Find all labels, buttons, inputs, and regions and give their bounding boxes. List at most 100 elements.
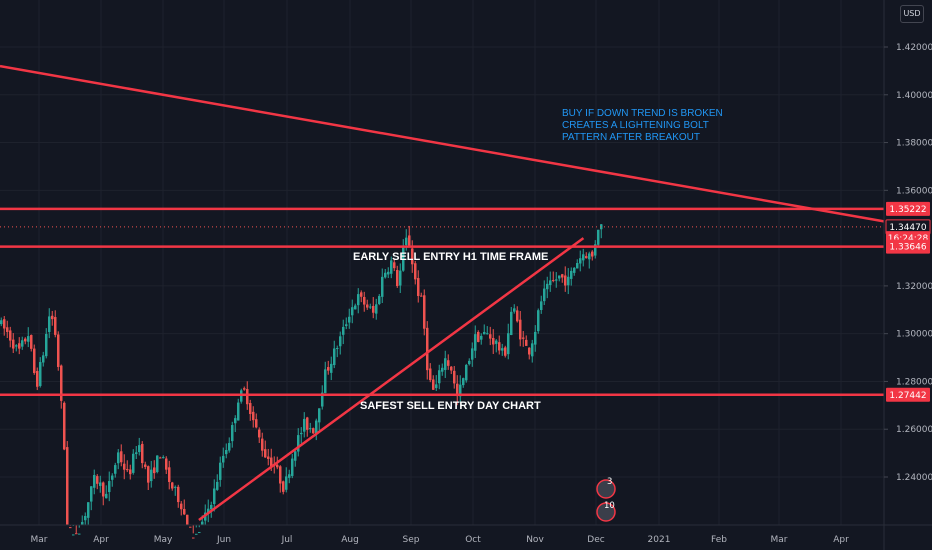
candle-body	[186, 514, 189, 525]
candle-body	[252, 411, 255, 421]
candle-body	[228, 443, 231, 451]
candle-body	[468, 360, 471, 365]
candle-body	[396, 269, 399, 287]
candle-body	[525, 339, 528, 346]
candle-body	[399, 270, 402, 286]
candle-body	[102, 482, 105, 497]
candle-body	[519, 319, 522, 340]
candle-body	[123, 463, 126, 470]
candle-body	[363, 296, 366, 305]
candle-body	[33, 348, 36, 373]
candle-body	[597, 229, 600, 245]
candle-body	[234, 418, 237, 424]
candle-body	[333, 348, 336, 366]
candle-body	[306, 417, 309, 430]
price-tick-label: 1.30000	[896, 330, 932, 340]
candle-body	[534, 331, 537, 345]
candle-body	[177, 486, 180, 503]
candle-body	[48, 316, 51, 333]
candle-body	[567, 276, 570, 286]
candle-body	[141, 443, 144, 464]
candle-body	[45, 333, 48, 357]
candle-body	[111, 475, 114, 480]
candle-body	[549, 280, 552, 286]
candle-body	[84, 515, 87, 521]
time-tick-label: Jul	[281, 535, 293, 545]
candle-body	[162, 457, 165, 459]
price-label-box	[886, 387, 930, 402]
candle-body	[357, 294, 360, 306]
time-axis[interactable]: Mar Apr May Jun Jul Aug Sep Oct Nov Dec 2021 Feb Mar…	[0, 524, 932, 545]
candle-body	[540, 301, 543, 310]
price-tick-label: 1.38000	[896, 139, 932, 149]
price-tick-label: 1.28000	[896, 377, 932, 387]
candle-body	[576, 263, 579, 269]
candle-body	[3, 319, 6, 329]
candle-body	[270, 457, 273, 467]
price-label-box	[886, 239, 930, 254]
candle-body	[414, 263, 417, 280]
candle-body	[159, 457, 162, 459]
candle-body	[138, 445, 141, 453]
candle-body	[579, 258, 582, 264]
candle-body	[450, 366, 453, 371]
candle-body	[369, 306, 372, 308]
candle-body	[90, 486, 93, 502]
candle-body	[150, 469, 153, 482]
event-badge-icon[interactable]	[596, 502, 616, 522]
candle-body	[135, 452, 138, 455]
price-axis[interactable]: 1.42000 1.40000 1.38000 1.36000 1.32000 1.300…	[883, 0, 932, 550]
time-tick-label: Sep	[403, 535, 420, 545]
candle-body	[354, 305, 357, 310]
candle-body	[201, 521, 204, 525]
candle-body	[261, 438, 264, 451]
candle-body	[378, 296, 381, 304]
candle-body	[351, 307, 354, 316]
candle-body	[594, 244, 597, 256]
candle-body	[405, 237, 408, 246]
time-tick-label: 2021	[648, 535, 671, 545]
candle-body	[582, 254, 585, 261]
candle-body	[327, 367, 330, 371]
candle-body	[390, 260, 393, 274]
candle-body	[174, 486, 177, 488]
currency-button[interactable]: USD	[900, 5, 924, 23]
candle-body	[426, 327, 429, 371]
candle-body	[483, 331, 486, 335]
trendline-uptrend[interactable]	[198, 237, 585, 522]
candle-body	[15, 345, 18, 347]
candle-body	[75, 533, 78, 535]
candle-body	[120, 451, 123, 463]
candle-body	[507, 333, 510, 355]
candle-body	[297, 435, 300, 452]
candle-body	[471, 348, 474, 360]
trend-lines	[0, 64, 885, 522]
candle-body	[555, 279, 558, 281]
candle-body	[57, 334, 60, 367]
candle-body	[243, 388, 246, 390]
candle-body	[474, 334, 477, 351]
candle-body	[384, 272, 387, 278]
time-tick-label: May	[154, 535, 173, 545]
candle-body	[114, 465, 117, 474]
note-line-2: CREATES A LIGHTENING BOLT	[562, 120, 709, 131]
trendline-downtrend[interactable]	[0, 64, 885, 223]
candle-body	[588, 253, 591, 260]
candle-body	[477, 331, 480, 342]
candle-body	[222, 455, 225, 463]
candle-body	[438, 370, 441, 384]
event-badge-count-1: 3	[607, 477, 612, 487]
candle-body	[60, 365, 63, 401]
candle-body	[339, 336, 342, 347]
event-badge-icon[interactable]	[596, 479, 616, 499]
candle-body	[147, 466, 150, 483]
candle-body	[171, 482, 174, 489]
candle-body	[531, 343, 534, 357]
event-badge-count-2: 10	[604, 501, 615, 511]
event-badges[interactable]: 3 10	[596, 477, 616, 522]
candle-body	[96, 476, 99, 484]
candle-body	[285, 476, 288, 490]
candle-body	[180, 503, 183, 510]
candle-body	[264, 449, 267, 458]
